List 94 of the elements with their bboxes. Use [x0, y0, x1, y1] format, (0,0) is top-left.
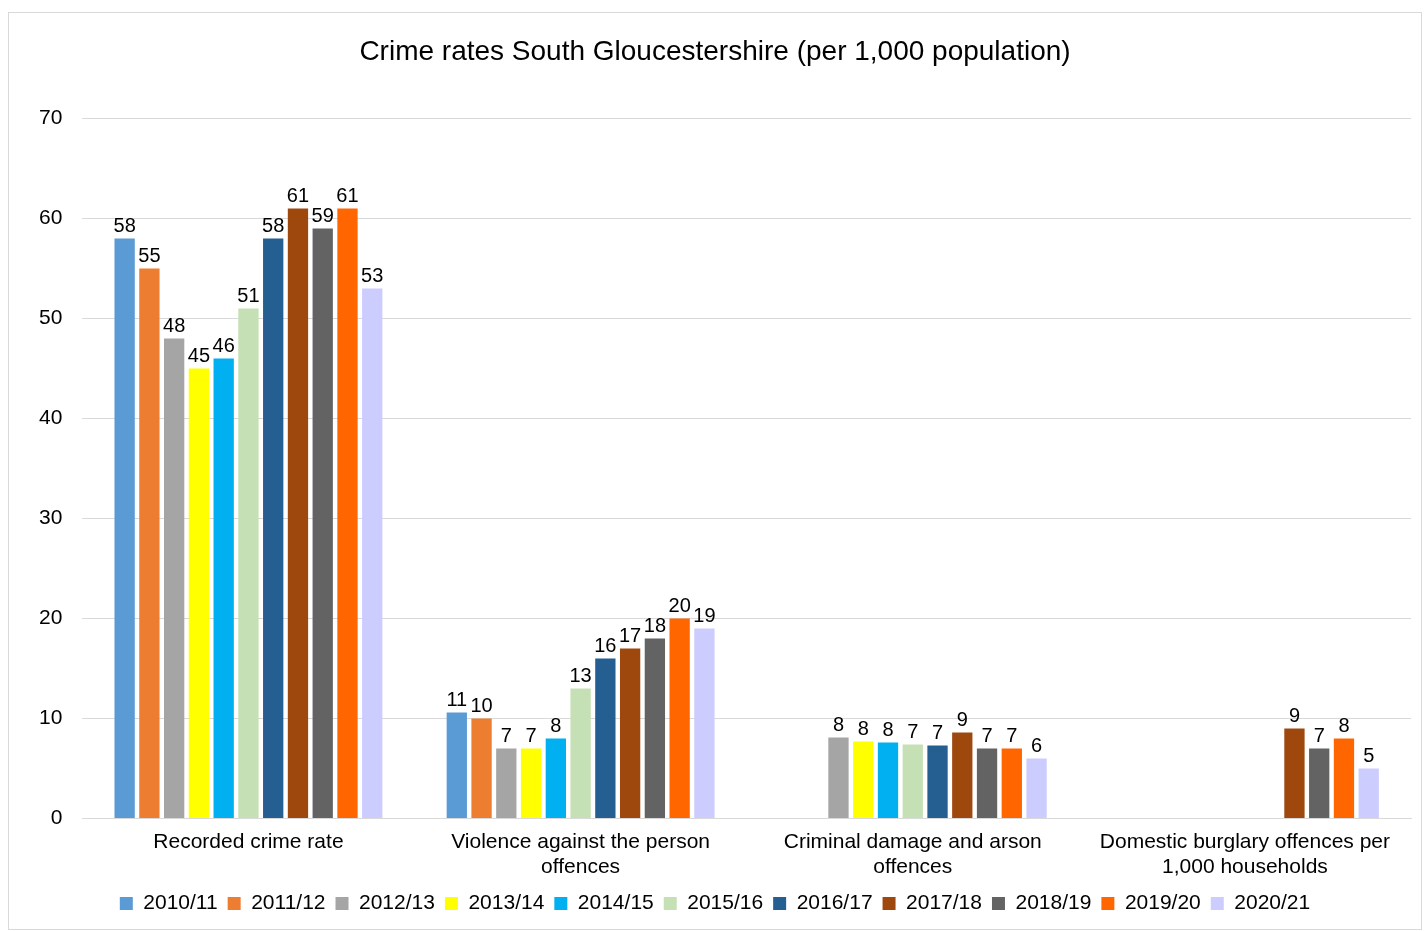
data-label: 9: [956, 708, 968, 731]
data-label: 18: [643, 614, 667, 637]
x-tick-label: Criminal damage and arson offences: [783, 829, 1042, 878]
data-label: 7: [907, 720, 919, 743]
bar: [1001, 748, 1022, 819]
legend-label: 2010/11: [143, 890, 218, 914]
bar: [164, 338, 185, 819]
data-label: 61: [336, 184, 359, 207]
bar: [520, 748, 542, 819]
bar: [1284, 728, 1305, 819]
legend-label: 2015/16: [687, 890, 764, 914]
bar: [853, 741, 874, 819]
data-label: 7: [525, 724, 537, 747]
data-label: 8: [832, 713, 845, 736]
data-label: 59: [311, 204, 334, 227]
data-label: 17: [619, 624, 642, 647]
chart-title: Crime rates South Gloucestershire (per 1,000 population): [359, 34, 1071, 66]
data-label: 55: [138, 244, 161, 267]
data-label: 7: [1006, 724, 1018, 747]
bar: [828, 737, 849, 819]
data-label: 11: [446, 688, 468, 711]
data-label: 13: [569, 664, 592, 687]
legend-label: 2012/13: [359, 890, 435, 914]
legend-label: 2018/19: [1015, 890, 1092, 914]
y-tick-label: 50: [39, 305, 63, 329]
x-tick-label: Violence against the person offences: [451, 829, 711, 878]
legend-label: 2011/12: [251, 890, 326, 914]
data-label: 10: [470, 694, 493, 717]
bar: [669, 618, 690, 819]
legend-label: 2017/18: [906, 890, 982, 914]
bar: [927, 745, 948, 819]
bar: [238, 308, 259, 819]
bar: [1309, 748, 1330, 819]
x-tick-label: Recorded crime rate: [153, 829, 344, 852]
legend-label: 2019/20: [1124, 890, 1201, 914]
bar: [545, 738, 566, 819]
data-label: 20: [668, 594, 691, 617]
data-label: 45: [187, 344, 211, 367]
bar: [976, 748, 998, 819]
y-tick-label: 60: [39, 205, 63, 229]
y-tick-label: 0: [50, 805, 63, 829]
legend-label: 2020/21: [1234, 890, 1311, 914]
y-tick-label: 40: [39, 405, 63, 429]
bar: [213, 358, 234, 819]
data-label: 8: [882, 718, 894, 741]
bar: [570, 688, 591, 819]
bar: [952, 732, 973, 819]
bar: [1358, 768, 1379, 819]
data-label: 5: [1363, 744, 1375, 767]
data-label: 7: [500, 724, 512, 747]
y-tick-label: 20: [39, 605, 63, 629]
data-label: 46: [212, 334, 235, 357]
bar: [1333, 738, 1355, 819]
bar: [139, 268, 160, 819]
y-tick-label: 10: [39, 705, 63, 729]
bar: [496, 748, 517, 819]
bar: [644, 638, 666, 819]
bar: [114, 238, 135, 819]
data-label: 16: [594, 634, 617, 657]
bar: [446, 712, 467, 819]
bar: [471, 718, 492, 819]
x-tick-label: Domestic burglary offences per 1,000 households: [1099, 829, 1391, 878]
y-tick-label: 30: [39, 505, 63, 529]
legend-label: 2014/15: [577, 890, 654, 914]
bar: [337, 208, 358, 819]
data-label: 48: [163, 314, 186, 337]
bar: [619, 648, 641, 819]
data-label: 8: [857, 717, 869, 740]
bar: [312, 228, 333, 819]
bar: [595, 658, 616, 819]
bar: [287, 208, 309, 819]
bar: [694, 628, 715, 819]
bar: [362, 288, 383, 819]
data-label: 7: [981, 724, 993, 747]
data-label: 9: [1288, 704, 1300, 727]
data-label: 53: [361, 264, 384, 287]
y-tick-label: 70: [39, 105, 63, 129]
data-label: 61: [286, 184, 310, 207]
data-label: 8: [1338, 714, 1350, 737]
bar: [902, 744, 923, 819]
legend-label: 2013/14: [468, 890, 545, 914]
legend-label: 2016/17: [796, 890, 873, 914]
bar: [1026, 758, 1047, 819]
data-label: 8: [550, 714, 562, 737]
data-label: 6: [1031, 734, 1043, 757]
bar: [877, 742, 899, 819]
bar: [188, 368, 210, 819]
data-label: 51: [237, 284, 260, 307]
data-label: 7: [1313, 724, 1325, 747]
data-label: 7: [931, 721, 944, 744]
data-label: 58: [262, 214, 285, 237]
bar: [263, 238, 284, 819]
data-label: 58: [113, 214, 136, 237]
data-label: 19: [693, 604, 716, 627]
